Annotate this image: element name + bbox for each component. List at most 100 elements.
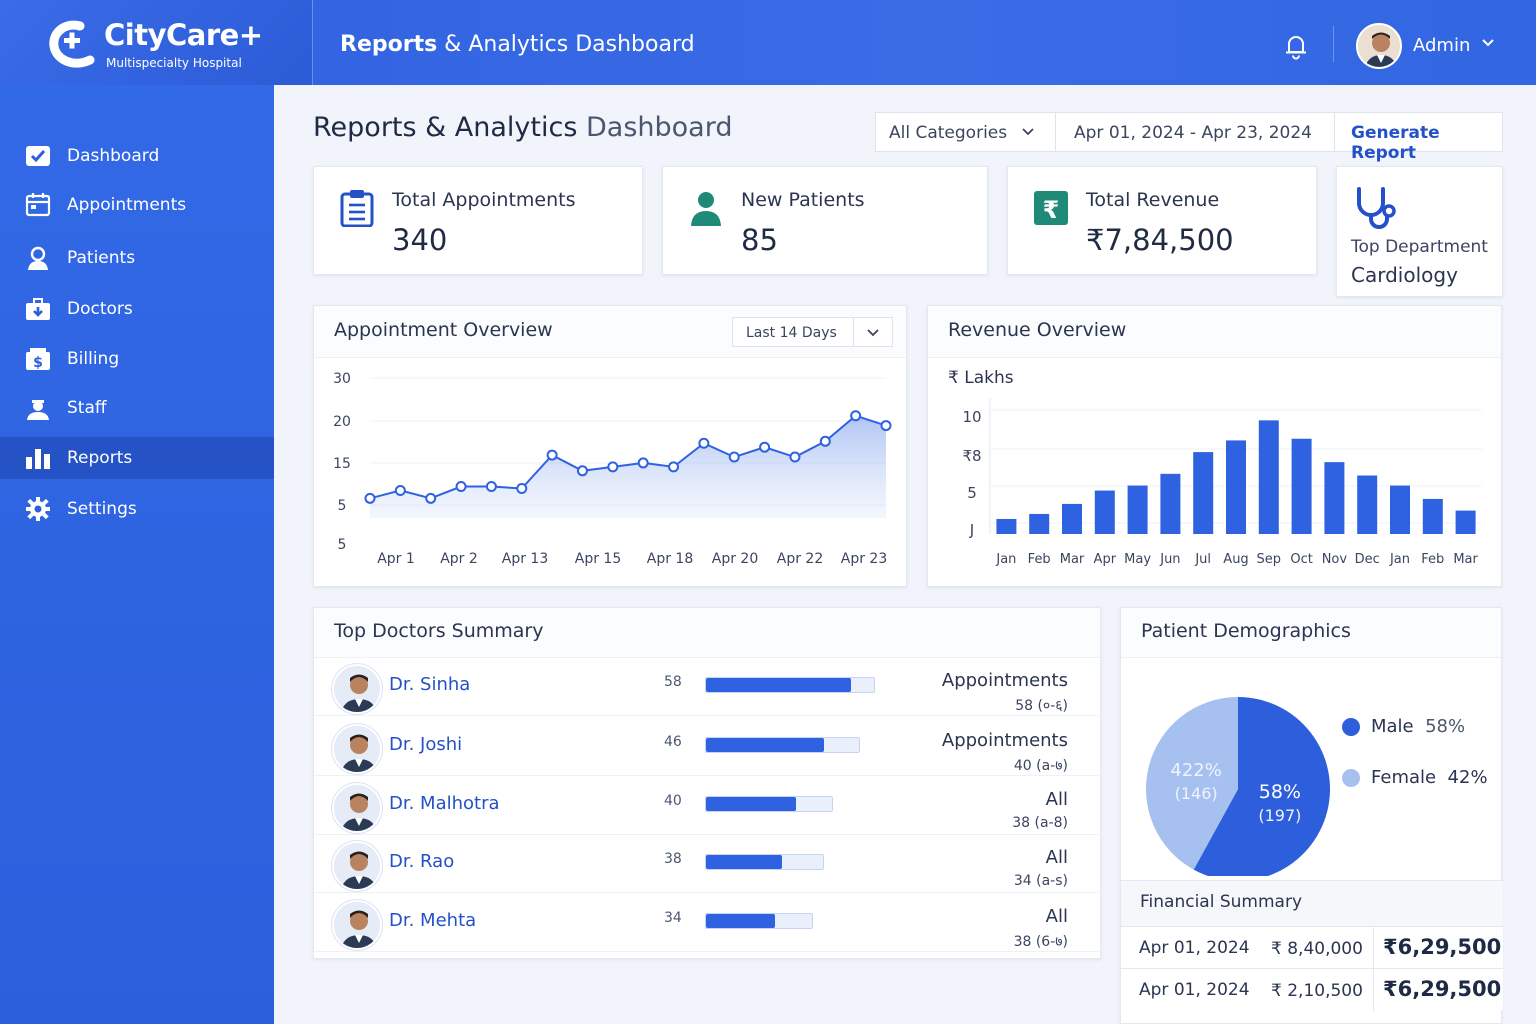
appointment-count: 46 — [664, 734, 682, 750]
legend-dot-female — [1342, 769, 1360, 787]
svg-text:$: $ — [33, 355, 43, 371]
status-detail: 34 (a-s) — [1013, 873, 1068, 889]
sidebar-item-billing[interactable]: $ Billing — [0, 338, 274, 380]
sidebar-item-label: Billing — [67, 349, 120, 369]
x-tick-label: Jan — [995, 552, 1016, 567]
gear-icon — [26, 497, 50, 521]
sidebar-item-label: Settings — [67, 499, 137, 519]
sidebar-item-reports[interactable]: Reports — [0, 437, 274, 479]
sidebar-item-label: Reports — [67, 448, 133, 468]
data-point — [485, 481, 497, 493]
bar — [1422, 498, 1443, 534]
doctor-name[interactable]: Dr. Malhotra — [389, 793, 500, 814]
doctor-name[interactable]: Dr. Rao — [389, 851, 455, 872]
pie-sublabel: (146) — [1175, 784, 1218, 803]
area-fill — [370, 415, 886, 518]
brand[interactable]: CityCare+ Multispecialty Hospital — [0, 0, 313, 85]
dashboard-check-icon — [26, 146, 50, 166]
table-row[interactable]: Dr. Sinha 58 Appointments 58 (०-६) — [314, 658, 1102, 716]
legend-male: Male 58% — [1371, 716, 1466, 737]
sidebar-item-dashboard[interactable]: Dashboard — [0, 135, 274, 177]
y-tick-label: 5 — [967, 484, 977, 502]
brand-name: CityCare+ — [104, 18, 263, 52]
logo-icon — [49, 20, 95, 68]
avatar — [332, 841, 382, 891]
kpi-label: Total Appointments — [392, 189, 576, 211]
status-text: Appointments — [941, 730, 1068, 751]
stethoscope-icon — [1357, 187, 1396, 229]
sidebar-item-appointments[interactable]: Appointments — [0, 184, 274, 226]
data-point — [394, 484, 406, 496]
chevron-down-icon[interactable] — [1481, 38, 1495, 48]
bar — [1390, 485, 1410, 534]
calendar-icon — [25, 193, 51, 217]
pie-label: 422% — [1170, 760, 1221, 781]
doctor-name[interactable]: Dr. Sinha — [389, 674, 471, 695]
x-tick-label: Apr 1 — [377, 551, 415, 567]
appointment-count: 34 — [664, 910, 682, 926]
staff-icon — [27, 400, 49, 420]
kpi-label: New Patients — [741, 189, 865, 211]
bar — [1127, 485, 1148, 534]
progress-bar — [705, 796, 833, 812]
data-point — [850, 410, 862, 422]
table-row[interactable]: Dr. Mehta 34 All 38 (6-७) — [314, 894, 1102, 952]
revenue-overview-panel: Revenue Overview ₹ Lakhs 10 ₹8 5 J Jan Feb Mar… — [927, 305, 1502, 587]
x-tick-label: Aug — [1223, 552, 1248, 567]
date-range-picker[interactable]: Apr 01, 2024 - Apr 23, 2024 — [1055, 112, 1335, 152]
x-tick-label: Apr 18 — [647, 551, 693, 567]
generate-report-button[interactable]: Generate Report — [1334, 112, 1503, 163]
sidebar-item-settings[interactable]: Settings — [0, 488, 274, 530]
y-tick-label: 30 — [333, 371, 351, 387]
kpi-total-appointments: Total Appointments 340 — [313, 166, 643, 275]
status-text: All — [1045, 847, 1068, 868]
table-row[interactable]: Dr. Joshi 46 Appointments 40 (a-७) — [314, 718, 1102, 776]
patient-demographics-panel: Patient Demographics 58% (197) 422% (146) M… — [1120, 607, 1503, 1024]
date-range-value: Apr 01, 2024 - Apr 23, 2024 — [1074, 123, 1312, 143]
kpi-value: Cardiology — [1351, 263, 1458, 287]
doctor-name[interactable]: Dr. Mehta — [389, 910, 477, 931]
sidebar-item-doctors[interactable]: Doctors — [0, 288, 274, 330]
bar — [1324, 462, 1345, 534]
bar — [1160, 473, 1181, 534]
financial-row: Apr 01, 2024 ₹ 2,10,500 ₹6,29,500 — [1121, 968, 1503, 1011]
top-bar: CityCare+ Multispecialty Hospital Report… — [0, 0, 1536, 85]
sidebar-item-staff[interactable]: Staff — [0, 387, 274, 429]
data-point — [364, 492, 376, 504]
data-point — [516, 483, 528, 494]
progress-bar — [705, 854, 824, 870]
bar — [1455, 510, 1476, 534]
appointment-count: 38 — [664, 851, 682, 867]
x-tick-label: Sep — [1257, 552, 1282, 567]
bar — [1193, 452, 1214, 534]
avatar — [332, 724, 382, 774]
x-tick-label: Jan — [1389, 552, 1410, 567]
range-select[interactable]: Last 14 Days — [732, 317, 893, 347]
y-tick-label: 10 — [962, 408, 981, 426]
category-filter-select[interactable]: All Categories — [875, 112, 1056, 152]
top-doctors-panel: Top Doctors Summary Dr. Sinha 58 Appoint… — [313, 607, 1102, 959]
table-row[interactable]: Dr. Malhotra 40 All 38 (a-8) — [314, 777, 1102, 835]
sidebar-item-patients[interactable]: Patients — [0, 237, 274, 279]
avatar[interactable] — [1356, 23, 1402, 69]
user-icon — [691, 192, 721, 226]
kpi-value: 85 — [741, 223, 778, 257]
y-tick-label: 5 — [338, 537, 347, 553]
bell-icon[interactable] — [1282, 32, 1310, 60]
header-title: Reports & Analytics Dashboard — [340, 32, 695, 57]
bar-chart-icon — [26, 449, 50, 469]
data-point — [607, 461, 619, 473]
status-detail: 40 (a-७) — [1013, 758, 1068, 774]
progress-bar — [705, 913, 813, 929]
user-name[interactable]: Admin — [1413, 35, 1471, 56]
x-tick-label: Feb — [1421, 552, 1444, 567]
y-tick-label: ₹8 — [962, 447, 981, 465]
data-point — [425, 492, 437, 504]
status-text: All — [1045, 906, 1068, 927]
table-row[interactable]: Dr. Rao 38 All 34 (a-s) — [314, 835, 1102, 893]
kpi-value: 340 — [392, 223, 448, 257]
pie-sublabel: (197) — [1258, 806, 1301, 825]
doctor-name[interactable]: Dr. Joshi — [389, 734, 463, 755]
data-point — [637, 457, 649, 469]
sidebar-item-label: Staff — [67, 398, 107, 418]
